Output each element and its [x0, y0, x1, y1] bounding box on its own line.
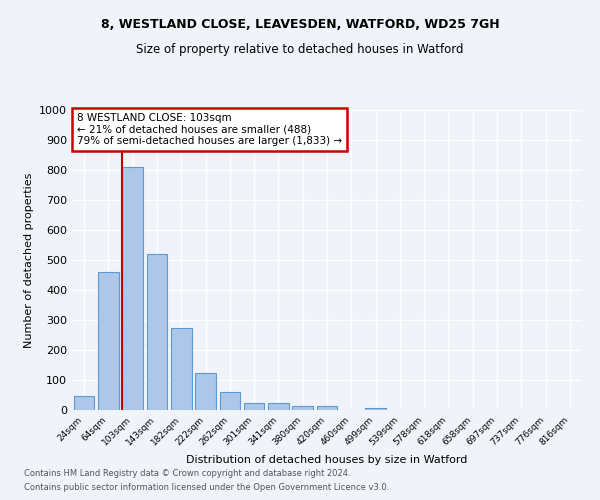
Bar	[244, 402, 265, 410]
Text: Contains public sector information licensed under the Open Government Licence v3: Contains public sector information licen…	[24, 484, 389, 492]
Text: 8 WESTLAND CLOSE: 103sqm
← 21% of detached houses are smaller (488)
79% of semi-: 8 WESTLAND CLOSE: 103sqm ← 21% of detach…	[77, 113, 342, 146]
Y-axis label: Number of detached properties: Number of detached properties	[23, 172, 34, 348]
Bar	[195, 372, 216, 410]
Bar	[220, 392, 240, 410]
Text: Size of property relative to detached houses in Watford: Size of property relative to detached ho…	[136, 42, 464, 56]
Bar	[146, 254, 167, 410]
Bar	[317, 406, 337, 410]
X-axis label: Distribution of detached houses by size in Watford: Distribution of detached houses by size …	[187, 456, 467, 466]
Text: Contains HM Land Registry data © Crown copyright and database right 2024.: Contains HM Land Registry data © Crown c…	[24, 468, 350, 477]
Bar	[122, 167, 143, 410]
Bar	[365, 408, 386, 410]
Bar	[292, 406, 313, 410]
Bar	[171, 328, 191, 410]
Bar	[98, 272, 119, 410]
Text: 8, WESTLAND CLOSE, LEAVESDEN, WATFORD, WD25 7GH: 8, WESTLAND CLOSE, LEAVESDEN, WATFORD, W…	[101, 18, 499, 30]
Bar	[74, 396, 94, 410]
Bar	[268, 402, 289, 410]
